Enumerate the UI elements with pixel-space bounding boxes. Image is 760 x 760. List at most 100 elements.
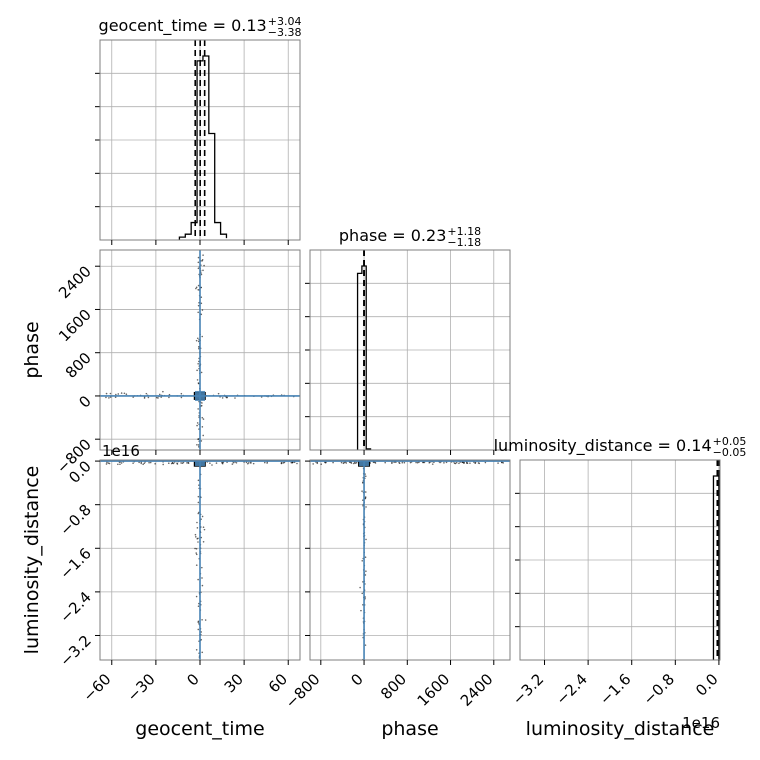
scatter-point	[362, 499, 364, 501]
title-text: phase = 0.23	[339, 226, 446, 245]
scatter-point	[197, 495, 200, 498]
x-axis-label-luminosity_distance: luminosity_distance	[526, 718, 715, 740]
scatter-point	[107, 462, 110, 464]
scatter-point	[196, 443, 198, 446]
scatter-point	[292, 461, 294, 464]
scatter-point	[231, 463, 234, 465]
scatter-point	[158, 393, 161, 396]
scatter-point	[108, 397, 110, 399]
scatter-point	[172, 462, 175, 465]
scatter-point	[201, 584, 204, 587]
scatter-point	[196, 521, 198, 524]
scatter-point	[180, 462, 182, 464]
scatter-point	[235, 461, 238, 464]
scatter-point	[194, 533, 197, 536]
title-text: luminosity_distance = 0.14	[494, 436, 712, 456]
scatter-point	[248, 461, 250, 464]
x-tick-label: 60	[265, 670, 291, 696]
scatter-point	[202, 418, 205, 420]
scatter-point	[194, 536, 197, 538]
scatter-point	[196, 337, 199, 340]
scatter-point	[197, 479, 200, 482]
scatter-point	[478, 462, 481, 465]
scatter-point	[197, 620, 200, 623]
scatter-point	[384, 461, 386, 464]
scatter-point	[221, 461, 223, 464]
scatter-point	[200, 404, 203, 407]
truth-marker	[359, 460, 370, 467]
scatter-point	[196, 527, 199, 529]
scatter-point	[197, 408, 199, 410]
scatter-point	[132, 462, 134, 464]
scatter-point	[203, 264, 205, 267]
scatter-point	[365, 506, 367, 508]
scatter-point	[145, 392, 148, 395]
scatter-point	[245, 461, 248, 464]
y-axis-label-phase: phase	[21, 321, 43, 378]
scatter-point	[221, 397, 224, 399]
axes-frame	[309, 249, 511, 451]
scatter-point	[340, 461, 343, 464]
scatter-point	[374, 462, 377, 464]
scatter-point	[360, 609, 362, 612]
y-tick-label: 0	[75, 392, 94, 411]
scatter-point	[202, 434, 205, 437]
scatter-point	[195, 564, 198, 566]
scatter-point	[401, 461, 404, 464]
scatter-point	[355, 461, 358, 464]
scatter-point	[200, 296, 203, 299]
scatter-point	[114, 396, 117, 399]
scatter-point	[125, 393, 128, 395]
scatter-point	[290, 461, 293, 464]
scatter-point	[201, 577, 203, 579]
scatter-point	[200, 440, 203, 442]
title-minus: −0.05	[713, 446, 747, 459]
scatter-point	[201, 618, 203, 621]
x-tick-label: 0	[183, 670, 202, 689]
scatter-panel-geocent_time-luminosity_distance: −60 −30 0 30 60−3.2−2.4−1.6−0.80.0	[56, 457, 301, 705]
scatter-point	[180, 392, 183, 395]
x-tick-label: −1.6	[596, 670, 634, 708]
scatter-point	[201, 309, 204, 311]
scatter-point	[197, 256, 200, 259]
scatter-point	[246, 462, 249, 465]
scatter-point	[201, 258, 204, 261]
scatter-point	[195, 595, 198, 598]
scatter-point	[197, 304, 200, 307]
scatter-point	[364, 574, 367, 576]
x-tick-label: −2.4	[552, 670, 590, 708]
scatter-point	[281, 462, 283, 464]
scatter-point	[202, 269, 204, 272]
scatter-point	[345, 462, 348, 464]
scatter-point	[108, 462, 111, 465]
scatter-point	[195, 648, 198, 651]
scatter-point	[252, 462, 255, 465]
scatter-point	[202, 526, 205, 529]
scatter-point	[138, 461, 140, 464]
scatter-point	[501, 461, 503, 464]
scatter-point	[443, 462, 445, 464]
scatter-content	[100, 250, 300, 450]
y-axis-label-luminosity_distance: luminosity_distance	[21, 466, 43, 655]
scatter-point	[201, 335, 204, 338]
scatter-point	[162, 390, 164, 393]
scatter-point	[157, 397, 159, 399]
scatter-point	[201, 402, 203, 404]
scatter-point	[454, 462, 457, 465]
scatter-point	[117, 463, 119, 466]
scatter-point	[416, 461, 419, 464]
scatter-point	[316, 462, 319, 465]
scatter-point	[168, 396, 170, 399]
scatter-point	[200, 536, 203, 539]
scatter-point	[119, 463, 121, 466]
x-tick-label: 0	[347, 670, 366, 689]
hist-panel-geocent_time	[95, 39, 301, 245]
scatter-point	[197, 267, 200, 270]
scatter-point	[105, 392, 108, 395]
scatter-point	[176, 462, 178, 464]
scatter-point	[332, 461, 334, 464]
scatter-point	[142, 463, 144, 466]
hist-panel-phase	[305, 249, 511, 455]
x-tick-label: 0.0	[692, 670, 722, 700]
y-tick-label: 2400	[55, 262, 95, 302]
